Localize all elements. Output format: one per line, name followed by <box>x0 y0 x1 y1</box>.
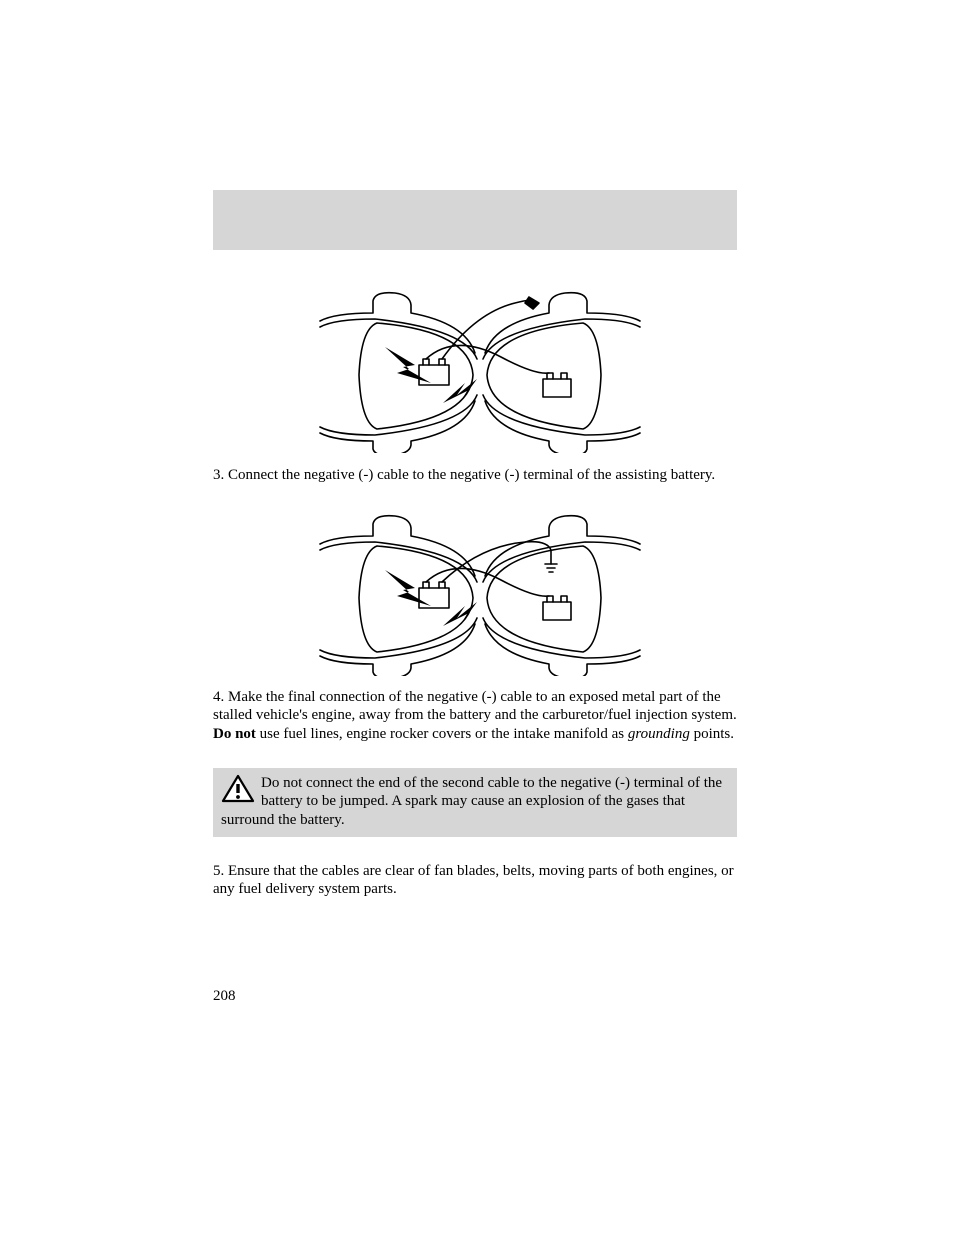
step-4-italic: grounding <box>628 726 690 742</box>
jumper-diagram-1 <box>315 283 645 453</box>
step-4-text: 4. Make the final connection of the nega… <box>213 688 737 743</box>
header-banner <box>213 190 737 250</box>
step-4-pre: 4. Make the final connection of the nega… <box>213 689 737 723</box>
step-5-text: 5. Ensure that the cables are clear of f… <box>213 862 737 899</box>
page-number: 208 <box>213 988 236 1005</box>
step-4-post: points. <box>690 726 734 742</box>
step-4-bold: Do not <box>213 726 256 742</box>
step-4-mid: use fuel lines, engine rocker covers or … <box>256 726 628 742</box>
warning-callout: Do not connect the end of the second cab… <box>213 768 737 837</box>
step-3-text: 3. Connect the negative (-) cable to the… <box>213 466 737 484</box>
warning-icon <box>221 774 255 804</box>
warning-text: Do not connect the end of the second cab… <box>221 775 722 828</box>
jumper-diagram-2 <box>315 506 645 676</box>
